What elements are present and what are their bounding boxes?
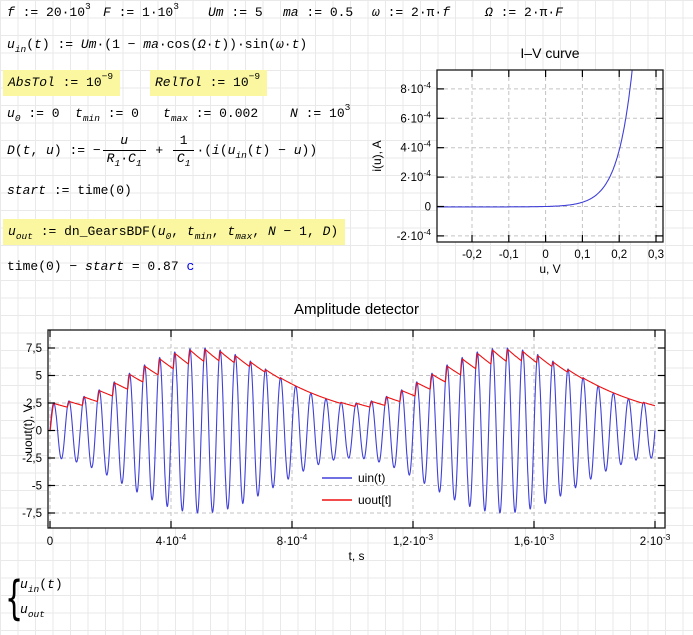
iv-x-tick-label: 0 xyxy=(542,249,548,261)
formula-def-start[interactable]: start := time(0) xyxy=(7,183,132,198)
formula-def-F[interactable]: F := 1·103 xyxy=(103,1,179,20)
iv-x-tick-label: 0,3 xyxy=(648,249,664,261)
amp-legend: uin(t) uout[t] xyxy=(322,471,391,507)
amp-series-uoutt xyxy=(49,348,655,431)
iv-y-tick-label: 2·10-4 xyxy=(400,168,431,184)
amp-y-tick-label: 0 xyxy=(36,426,42,438)
formula-def-D[interactable]: D(t, u) := − u R1·C1 + 1 C1 ·(i(uin(t) − u)) xyxy=(7,133,318,169)
formula-def-ma[interactable]: ma := 0.5 xyxy=(283,5,354,20)
amp-frame xyxy=(47,329,666,529)
amp-y-tick-label: -7,5 xyxy=(22,508,42,520)
amp-plot-area[interactable] xyxy=(48,330,665,528)
amp-x-tick-label: 4·10-4 xyxy=(156,532,187,548)
iv-x-tick-label: 0,1 xyxy=(574,249,590,261)
formula-def-f[interactable]: f := 20·103 xyxy=(7,1,91,20)
iv-y-tick-label: 8·10-4 xyxy=(400,80,431,96)
chart-iv: -0,2 -0,1 0 0,1 0,2 0,3 8·10-4 6·10-4 4·10-4 2·10… xyxy=(370,45,664,276)
iv-plot-area[interactable] xyxy=(437,70,663,242)
amp-xlabel: t, s xyxy=(348,549,364,563)
formula-trace-uout[interactable]: uout xyxy=(20,602,45,620)
amp-x-tick-label: 2·10-3 xyxy=(640,532,671,548)
amp-x-tick-label: 0 xyxy=(47,536,53,548)
amp-y-tick-label: 5 xyxy=(36,371,42,383)
chart-amp: 0 4·10-4 8·10-4 1,2·10-3 1,6·10-3 2·10-3 7,5 5 2… xyxy=(21,301,671,563)
iv-ylabel: i(u), A xyxy=(370,140,384,171)
amp-x-tick-label: 1,2·10-3 xyxy=(393,532,433,548)
iv-x-tick-label: -0,2 xyxy=(462,249,482,261)
formula-def-tmax[interactable]: tmax := 0.002 xyxy=(163,106,259,124)
formula-def-N[interactable]: N := 103 xyxy=(290,102,351,121)
iv-xlabel: u, V xyxy=(539,262,560,276)
amp-x-tick-label: 8·10-4 xyxy=(277,532,308,548)
iv-frame xyxy=(436,69,664,243)
amp-title: Amplitude detector xyxy=(294,301,419,318)
formula-def-reltol[interactable]: RelTol := 10−9 xyxy=(150,70,268,96)
iv-y-tick-label: 0 xyxy=(425,202,431,214)
amp-y-tick-label: 2,5 xyxy=(26,398,42,410)
formula-def-Omega[interactable]: Ω := 2·π·F xyxy=(485,5,564,20)
amp-y-tick-label: 7,5 xyxy=(26,343,42,355)
formula-def-Um[interactable]: Um := 5 xyxy=(208,5,263,20)
formula-def-abstol[interactable]: AbsTol := 10−9 xyxy=(3,70,121,96)
formula-def-omega[interactable]: ω := 2·π·f xyxy=(372,5,451,20)
formula-def-uout[interactable]: uout := dn_GearsBDF(u0, tmin, tmax, N − … xyxy=(3,219,346,245)
iv-y-tick-label: 4·10-4 xyxy=(400,139,431,155)
iv-x-tick-label: -0,1 xyxy=(499,249,519,261)
formula-def-uin[interactable]: uin(t) := Um·(1 − ma·cos(Ω·t))·sin(ω·t) xyxy=(7,37,308,55)
trace-brace: { xyxy=(5,571,24,625)
formula-def-tmin[interactable]: tmin := 0 xyxy=(75,106,139,124)
iv-title: I–V curve xyxy=(520,45,579,61)
legend-label-0: uin(t) xyxy=(358,471,385,485)
amp-y-tick-label: -5 xyxy=(32,481,42,493)
formula-trace-uin[interactable]: uin(t) xyxy=(20,577,63,595)
amp-x-tick-label: 1,6·10-3 xyxy=(514,532,554,548)
formula-def-u0[interactable]: u0 := 0 xyxy=(7,106,60,124)
amp-y-tick-label: -2,5 xyxy=(22,453,42,465)
iv-series-iu xyxy=(437,70,633,208)
iv-x-tick-label: 0,2 xyxy=(611,249,627,261)
iv-y-tick-label: 6·10-4 xyxy=(400,109,431,125)
amp-series-uint xyxy=(49,347,656,514)
iv-y-tick-label: -2·10-4 xyxy=(397,227,432,243)
amp-ylabel: uout(t), V xyxy=(21,404,35,453)
legend-label-1: uout[t] xyxy=(358,493,391,507)
formula-eval-time[interactable]: time(0) − start = 0.87 c xyxy=(7,259,195,274)
